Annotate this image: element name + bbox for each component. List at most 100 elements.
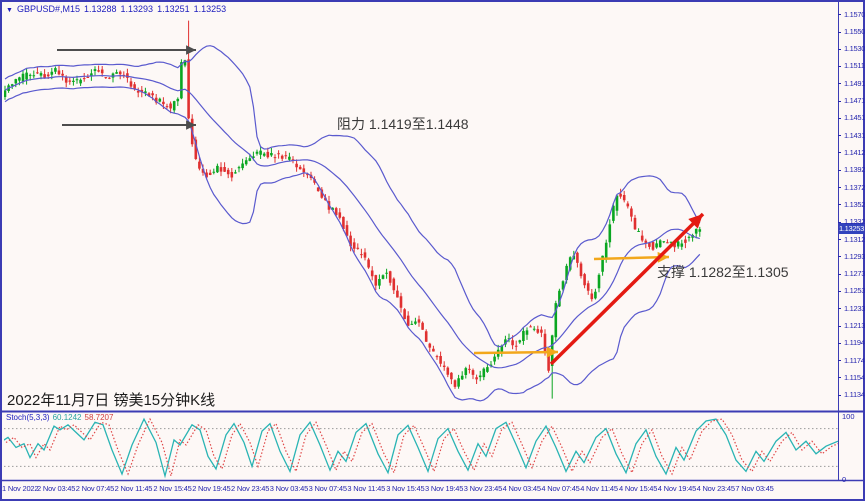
price-axis-label: 1.12535 (844, 286, 865, 296)
time-axis-label: 4 Nov 23:45 (696, 484, 735, 493)
uptrend-arrow[interactable] (549, 212, 705, 366)
price-axis-label: 1.12730 (844, 269, 865, 279)
time-axis-label: 2 Nov 23:45 (231, 484, 270, 493)
price-axis-tick (838, 31, 841, 33)
symbol-label: GBPUSD#,M15 (16, 4, 80, 14)
resistance-annotation[interactable]: 阻力 1.1419至1.1448 (337, 116, 469, 132)
price-axis-tick (838, 273, 841, 275)
price-axis-tick (838, 14, 841, 16)
time-axis-label: 7 Nov 03:45 (735, 484, 774, 493)
price-axis-label: 1.15305 (844, 44, 865, 54)
current-price-tag: 1.13253 (839, 222, 865, 234)
time-axis-label: 3 Nov 15:45 (386, 484, 425, 493)
price-axis-label: 1.11740 (844, 355, 865, 365)
stochastic-main-line (4, 417, 838, 479)
time-axis-label: 3 Nov 19:45 (425, 484, 464, 493)
price-axis-tick (838, 290, 841, 292)
price-axis-label: 1.14515 (844, 113, 865, 123)
price-axis-tick (838, 342, 841, 344)
price-axis-tick (838, 360, 841, 362)
resistance-range-arrow-bottom[interactable] (62, 120, 196, 130)
time-axis-label: 2 Nov 03:45 (37, 484, 76, 493)
price-axis-label: 1.15505 (844, 27, 865, 36)
candle-bodies-up (4, 60, 702, 387)
time-axis[interactable]: 1 Nov 2022 2 Nov 03:45 2 Nov 07:45 2 Nov 11… (2, 483, 863, 498)
stochastic-indicator-label: Stoch(5,3,3) 60.1242 58.7207 (6, 413, 113, 422)
ohlc-high: 1.13293 (120, 4, 154, 14)
price-axis-label: 1.11345 (844, 390, 865, 400)
ohlc-open: 1.13288 (83, 4, 117, 14)
price-axis-label: 1.14315 (844, 130, 865, 140)
price-axis-label: 1.14120 (844, 147, 865, 157)
price-axis-label: 1.13525 (844, 199, 865, 209)
price-axis-label: 1.14710 (844, 96, 865, 106)
stoch-scale-label: 100 (842, 412, 855, 421)
time-axis-label: 4 Nov 03:45 (502, 484, 541, 493)
candle-wicks-up (4, 59, 701, 399)
price-axis-tick (838, 256, 841, 258)
price-axis-tick (838, 48, 841, 50)
price-axis-tick (838, 308, 841, 310)
symbol-ohlc-header: ▼ GBPUSD#,M15 1.13288 1.13293 1.13251 1.13253 (6, 4, 230, 14)
price-axis-tick (838, 169, 841, 171)
support-arrow-lower[interactable] (473, 346, 559, 358)
price-axis-label: 1.13125 (844, 234, 865, 244)
bollinger-lower-band (4, 86, 701, 402)
price-axis-label: 1.13720 (844, 182, 865, 192)
chart-title-annotation[interactable]: 2022年11月7日 镑美15分钟K线 (7, 392, 216, 409)
time-axis-label: 4 Nov 11:45 (580, 484, 618, 493)
price-axis-label: 1.13920 (844, 165, 865, 175)
price-axis-tick (838, 117, 841, 119)
ohlc-low: 1.13251 (157, 4, 190, 14)
stoch-scale-label: 0 (842, 475, 847, 484)
time-axis-label: 4 Nov 07:45 (541, 484, 580, 493)
price-axis-label: 1.11545 (844, 372, 865, 382)
price-axis-tick (838, 135, 841, 137)
price-axis-tick (838, 100, 841, 102)
price-axis-tick (838, 65, 841, 67)
price-axis-label: 1.13325 (844, 217, 865, 227)
time-axis-label: 4 Nov 19:45 (657, 484, 697, 493)
bollinger-upper-band (4, 45, 701, 348)
price-axis-tick (838, 394, 841, 396)
stoch-signal-value: 58.7207 (84, 413, 114, 422)
price-axis-label: 1.12335 (844, 303, 865, 313)
time-axis-label: 4 Nov 15:45 (619, 484, 658, 493)
price-axis-label: 1.14910 (844, 78, 865, 88)
price-axis-tick (838, 239, 841, 241)
price-axis-tick (838, 83, 841, 85)
stochastic-panel (4, 417, 838, 479)
price-axis-tick (838, 377, 841, 379)
price-axis-tick (838, 204, 841, 206)
stoch-main-value: 60.1242 (52, 413, 82, 422)
resistance-range-arrow-top[interactable] (57, 45, 196, 55)
price-axis-tick (838, 325, 841, 327)
main-chart-area (4, 20, 705, 402)
price-axis-tick (838, 187, 841, 189)
price-axis-label: 1.15700 (844, 9, 865, 19)
support-annotation[interactable]: 支撑 1.1282至1.1305 (657, 264, 789, 280)
time-axis-label: 2 Nov 19:45 (192, 484, 231, 493)
chevron-down-icon[interactable]: ▼ (6, 7, 13, 14)
bollinger-middle-band (4, 74, 700, 369)
time-axis-label: 1 Nov 2022 (2, 484, 39, 493)
time-axis-label: 2 Nov 07:45 (75, 484, 115, 493)
time-axis-label: 3 Nov 03:45 (269, 484, 309, 493)
ohlc-close: 1.13253 (193, 4, 227, 14)
time-axis-label: 3 Nov 23:45 (463, 484, 503, 493)
price-axis[interactable]: 1.15700 1.15505 1.15305 1.15110 1.14910 1.147… (838, 0, 865, 484)
price-axis-label: 1.11940 (844, 338, 865, 348)
price-axis-tick (838, 221, 841, 223)
stoch-name: Stoch(5,3,3) (6, 413, 50, 422)
price-axis-tick (838, 152, 841, 154)
time-axis-label: 3 Nov 07:45 (308, 484, 347, 493)
time-axis-label: 3 Nov 11:45 (347, 484, 386, 493)
price-axis-label: 1.12930 (844, 251, 865, 261)
price-axis-label: 1.15110 (844, 61, 865, 71)
time-axis-label: 2 Nov 11:45 (114, 484, 153, 493)
price-axis-label: 1.12135 (844, 321, 865, 331)
candle-bodies-down (36, 59, 687, 387)
